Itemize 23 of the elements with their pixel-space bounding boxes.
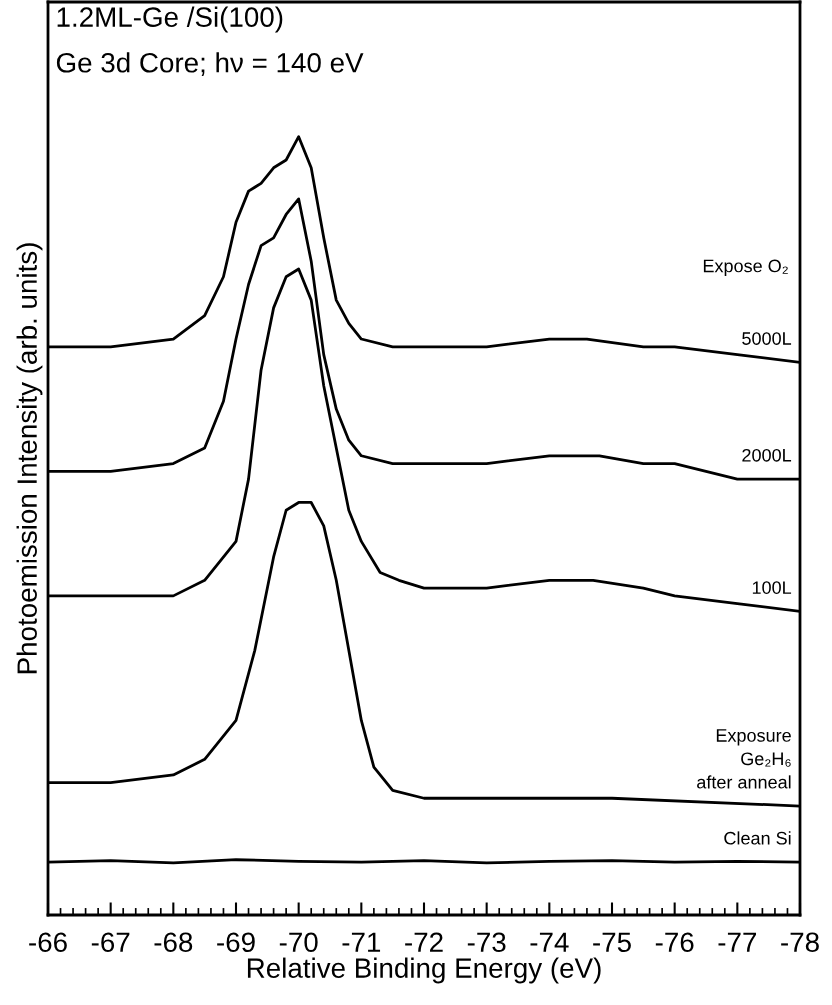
x-tick-label: -72 bbox=[405, 932, 443, 952]
x-tick-label: -68 bbox=[154, 932, 193, 953]
x-tick-label: -66 bbox=[29, 932, 67, 953]
x-tick-label: -70 bbox=[279, 932, 318, 953]
x-tick-label: -67 bbox=[91, 932, 130, 953]
chart-subtitle: Ge 3d Core; hν = 140 eV bbox=[56, 52, 364, 76]
series-label: 100L bbox=[752, 581, 792, 594]
x-tick-label: -75 bbox=[593, 932, 631, 953]
x-tick-label: -74 bbox=[530, 932, 569, 952]
x-axis-title: Relative Binding Energy (eV) bbox=[247, 957, 601, 984]
x-tick-label: -69 bbox=[217, 932, 255, 953]
x-tick-label: -77 bbox=[718, 932, 757, 952]
x-tick-label: -76 bbox=[655, 932, 694, 953]
chart-title: 1.2ML-Ge /Si(100) bbox=[57, 6, 283, 33]
y-axis-title: Photoemission Intensity (arb. units) bbox=[16, 243, 43, 674]
series-label: Clean Si bbox=[724, 831, 791, 845]
series-label: Exposure Ge₂H₆ after anneal bbox=[697, 729, 791, 789]
x-tick-label: -71 bbox=[342, 932, 381, 952]
x-tick-label: -78 bbox=[781, 932, 819, 953]
series-label: 5000L bbox=[742, 332, 792, 345]
series-label: 2000L bbox=[742, 448, 792, 462]
annotation: Expose O₂ bbox=[703, 259, 788, 276]
x-tick-label: -73 bbox=[467, 932, 506, 953]
